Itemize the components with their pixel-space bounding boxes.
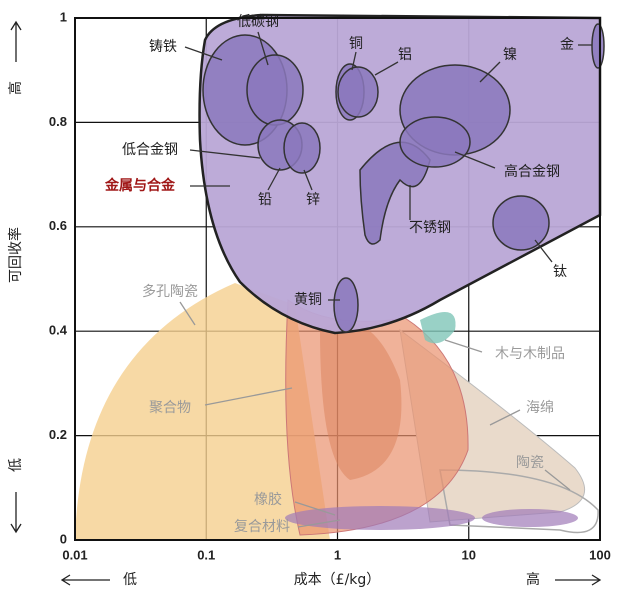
leader [454, 151, 496, 169]
region-label: 锌 [306, 192, 320, 208]
region-label: 金属与合金 [104, 177, 176, 194]
region-label: 多孔陶瓷 [142, 283, 198, 300]
y-tick-label: 0 [60, 531, 67, 546]
leader [297, 519, 341, 528]
region-label: 低合金钢 [122, 142, 178, 158]
x-tick-label: 0.01 [62, 547, 87, 562]
arrow [10, 20, 22, 62]
leader [257, 31, 269, 66]
region-label: 海绵 [526, 399, 554, 416]
region-label: 金 [560, 37, 574, 53]
leader [374, 61, 399, 76]
region-titanium [492, 195, 550, 251]
x-tick-label: 10 [462, 547, 476, 562]
y-tick-label: 1 [60, 9, 67, 24]
leader [303, 169, 313, 191]
x-tick-label: 1 [334, 547, 341, 562]
y-tick-label: 0.2 [49, 427, 67, 442]
leader [544, 469, 571, 491]
region-polymers-inner [320, 321, 402, 480]
region-label: 铜 [349, 36, 363, 52]
arrow [60, 574, 110, 586]
x-high: 高 [526, 571, 540, 588]
region-elastomer [285, 506, 475, 530]
leader [444, 339, 483, 353]
arrow [555, 574, 602, 586]
region-label: 铸铁 [149, 39, 177, 55]
region-label: 陶瓷 [516, 455, 544, 471]
region-label: 不锈钢 [409, 220, 451, 236]
region-labels: 铸铁 低碳钢 铜 铝 镍 金 低合金钢 金属与合金 铅 锌 高合金钢 不锈钢 钛… [104, 14, 574, 535]
y-tick-label: 0.6 [49, 218, 67, 233]
leader [489, 409, 521, 426]
y-tick-label: 0.8 [49, 114, 67, 129]
region-high-alloy [399, 116, 471, 168]
x-low: 低 [123, 572, 137, 588]
leaders [179, 31, 592, 528]
x-tick-label: 0.1 [197, 547, 215, 562]
leader [351, 51, 357, 71]
leader [479, 61, 501, 83]
y-tick-label: 0.4 [49, 323, 68, 338]
region-wood [420, 312, 456, 344]
region-mild-steel [246, 54, 304, 126]
region-porous-ceramics [75, 283, 330, 540]
region-label: 木与木制品 [495, 346, 565, 362]
region-label: 钛 [553, 264, 567, 280]
leader [267, 167, 281, 191]
region-label: 高合金钢 [504, 163, 560, 180]
region-label: 镍 [503, 47, 517, 63]
region-brass [333, 277, 359, 333]
arrow [10, 492, 22, 534]
leader [179, 301, 196, 326]
leader [294, 501, 336, 516]
plot-frame [74, 17, 601, 541]
y-axis-label: 可回收率 [7, 227, 24, 283]
leader [204, 387, 293, 406]
region-label: 铝 [398, 47, 412, 63]
x-tick-label: 100 [589, 547, 611, 562]
region-label: 低碳钢 [237, 14, 279, 30]
region-label: 黄铜 [294, 291, 322, 308]
region-label: 铅 [258, 192, 272, 208]
region-composites [482, 509, 578, 527]
region-aluminium [337, 66, 379, 118]
leader [189, 149, 261, 159]
region-label: 聚合物 [149, 400, 191, 416]
region-gold [591, 23, 605, 69]
y-high: 高 [7, 81, 24, 95]
regions [75, 13, 605, 540]
x-axis-label: 成本（£/kg） [294, 572, 381, 588]
region-label: 橡胶 [254, 491, 282, 508]
y-low: 低 [8, 458, 24, 472]
leader [184, 46, 223, 61]
leader [534, 239, 553, 263]
region-ceramics [439, 469, 599, 534]
region-zinc [283, 122, 321, 174]
region-label: 复合材料 [234, 518, 290, 535]
